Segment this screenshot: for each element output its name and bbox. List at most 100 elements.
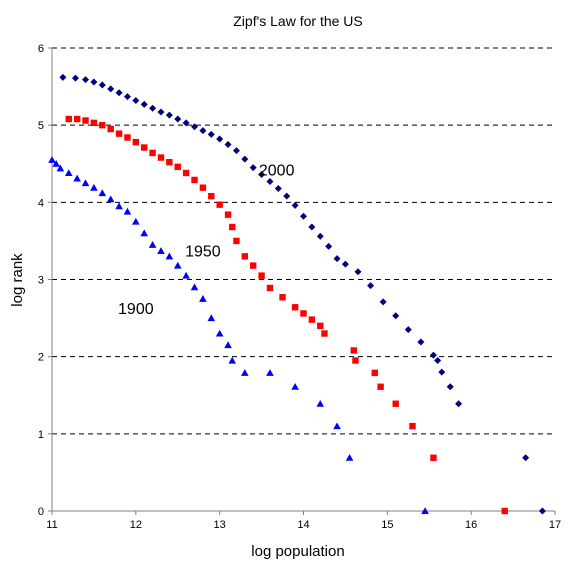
point-2000-33 xyxy=(341,260,349,268)
point-2000-23 xyxy=(258,171,266,179)
point-1900-17 xyxy=(182,271,190,279)
point-1950-12 xyxy=(166,159,173,166)
point-1900-7 xyxy=(98,189,107,197)
point-1950-36 xyxy=(392,400,399,407)
point-1950-22 xyxy=(241,253,249,260)
x-tick-label-17: 17 xyxy=(549,519,561,531)
point-1950-8 xyxy=(132,138,140,146)
point-1950-20 xyxy=(229,223,236,231)
point-2000-22 xyxy=(249,164,257,172)
y-tick-label-1: 1 xyxy=(38,429,44,441)
point-2000-26 xyxy=(283,192,291,200)
point-1900-22 xyxy=(224,341,232,349)
point-1950-4 xyxy=(99,121,106,129)
point-1950-33 xyxy=(352,357,359,364)
point-1950-7 xyxy=(124,134,131,141)
point-2000-38 xyxy=(404,326,412,334)
point-1950-35 xyxy=(377,383,384,390)
point-2000-43 xyxy=(446,383,454,391)
point-1950-27 xyxy=(291,304,299,311)
point-1900-29 xyxy=(345,453,354,461)
point-2000-46 xyxy=(538,507,546,515)
point-1950-31 xyxy=(321,330,328,337)
point-2000-14 xyxy=(182,119,190,127)
point-1900-10 xyxy=(123,207,132,215)
point-2000-36 xyxy=(379,298,387,306)
point-1900-9 xyxy=(115,202,123,210)
point-1900-14 xyxy=(157,247,165,254)
data-marks xyxy=(48,73,546,515)
point-1950-14 xyxy=(182,169,190,177)
point-2000-12 xyxy=(165,111,173,119)
point-1950-32 xyxy=(350,347,357,354)
x-tick-label-15: 15 xyxy=(381,519,393,531)
y-tick-label-5: 5 xyxy=(38,120,44,132)
point-1900-8 xyxy=(106,195,115,203)
point-2000-21 xyxy=(241,155,249,163)
x-tick-label-16: 16 xyxy=(465,519,477,531)
point-1900-6 xyxy=(90,183,98,191)
point-2000-10 xyxy=(149,104,157,112)
point-1950-39 xyxy=(501,507,508,515)
point-2000-27 xyxy=(291,201,299,209)
point-2000-32 xyxy=(333,255,341,263)
x-tick-label-11: 11 xyxy=(46,519,57,531)
point-1950-17 xyxy=(208,192,215,200)
point-1900-15 xyxy=(165,252,174,260)
point-1950-9 xyxy=(141,144,148,151)
point-1950-16 xyxy=(199,184,207,191)
point-1900-5 xyxy=(81,179,90,187)
point-2000-40 xyxy=(429,351,437,359)
gridlines xyxy=(52,47,555,435)
point-2000-45 xyxy=(522,454,530,462)
x-axis-title: log population xyxy=(251,543,344,560)
point-1900-12 xyxy=(140,229,149,237)
point-1900-24 xyxy=(241,369,249,376)
point-2000-19 xyxy=(224,140,232,148)
axes xyxy=(48,47,556,515)
point-1900-11 xyxy=(132,217,140,225)
point-1950-5 xyxy=(107,125,114,133)
y-tick-label-6: 6 xyxy=(38,43,44,55)
x-tick-label-14: 14 xyxy=(297,519,309,531)
point-2000-24 xyxy=(266,177,274,185)
point-2000-29 xyxy=(308,223,316,231)
point-1900-20 xyxy=(207,314,216,322)
point-2000-16 xyxy=(199,127,207,135)
point-1900-3 xyxy=(64,169,73,177)
point-2000-8 xyxy=(132,96,140,104)
x-tick-label-13: 13 xyxy=(214,519,226,531)
point-2000-35 xyxy=(367,282,375,290)
point-1900-4 xyxy=(73,174,81,182)
point-2000-13 xyxy=(174,115,182,123)
point-2000-44 xyxy=(455,400,463,408)
series-label-1950: 1950 xyxy=(185,243,221,260)
point-1900-25 xyxy=(266,369,274,376)
point-2000-0 xyxy=(59,73,67,81)
point-1900-28 xyxy=(333,422,341,430)
point-1950-0 xyxy=(65,115,72,123)
y-tick-label-2: 2 xyxy=(38,352,44,364)
series-label-2000: 2000 xyxy=(259,162,295,179)
point-1950-29 xyxy=(308,316,316,323)
point-1900-13 xyxy=(148,240,157,248)
point-1950-23 xyxy=(250,262,257,269)
point-1950-13 xyxy=(174,163,181,171)
point-2000-30 xyxy=(316,232,324,240)
point-1950-26 xyxy=(279,294,286,301)
point-1900-16 xyxy=(173,261,182,269)
point-1950-21 xyxy=(233,237,240,245)
point-2000-9 xyxy=(140,100,148,108)
point-2000-39 xyxy=(417,338,425,346)
point-2000-41 xyxy=(434,357,442,365)
point-2000-42 xyxy=(438,368,446,376)
point-2000-17 xyxy=(207,130,215,138)
point-1900-0 xyxy=(48,156,56,163)
point-2000-31 xyxy=(325,242,333,250)
point-1950-3 xyxy=(90,119,98,127)
point-1950-19 xyxy=(224,211,232,218)
y-tick-label-0: 0 xyxy=(38,506,44,518)
point-2000-5 xyxy=(107,85,115,93)
point-1950-18 xyxy=(216,201,223,208)
